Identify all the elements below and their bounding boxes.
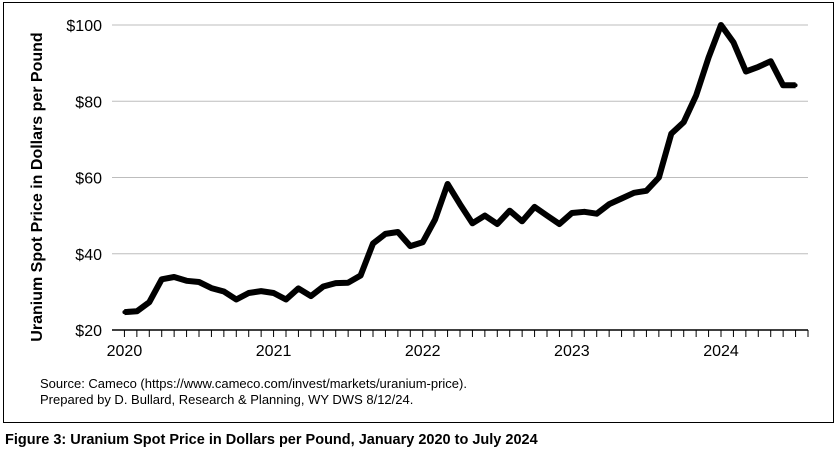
data-point [346, 280, 351, 285]
data-point [743, 69, 748, 74]
data-point [507, 208, 512, 213]
data-point [569, 210, 574, 215]
x-tick-label: 2024 [703, 343, 739, 360]
data-point [209, 286, 214, 291]
data-point [520, 219, 525, 224]
data-point [694, 93, 699, 98]
data-point [768, 59, 773, 64]
data-point [470, 221, 475, 226]
data-point [246, 291, 251, 296]
series-layer [122, 22, 798, 316]
data-point [197, 279, 201, 284]
source-line-1: Source: Cameco (https://www.cameco.com/i… [40, 376, 467, 391]
data-point [259, 289, 264, 294]
data-point [545, 213, 549, 218]
data-point [147, 300, 152, 305]
data-point [793, 83, 798, 88]
data-point [184, 278, 189, 283]
data-point [383, 231, 388, 236]
y-tick-label: $60 [75, 171, 102, 188]
data-point [308, 294, 313, 299]
series-line [124, 22, 796, 316]
chart-frame [3, 2, 834, 423]
data-point [159, 277, 164, 282]
x-tick-label: 2021 [256, 343, 292, 360]
data-point [532, 204, 537, 209]
x-tick-label: 2023 [554, 343, 590, 360]
data-point [445, 181, 450, 186]
data-point [122, 310, 127, 315]
data-point [458, 202, 462, 207]
data-point [333, 281, 338, 286]
data-point [408, 244, 413, 249]
data-point [172, 275, 177, 280]
data-point [731, 40, 736, 45]
y-tick-label: $100 [66, 18, 102, 35]
data-point [234, 297, 239, 302]
data-point [420, 240, 425, 245]
data-point [719, 23, 723, 27]
data-point [296, 286, 301, 291]
y-tick-label: $40 [75, 247, 102, 264]
y-tick-label: $80 [75, 94, 102, 111]
figure-caption: Figure 3: Uranium Spot Price in Dollars … [5, 432, 538, 448]
data-point [781, 83, 786, 88]
data-point [371, 241, 375, 246]
data-point [321, 284, 326, 289]
chart-svg: $20 $40 $60 $80 $100 2020 2021 2022 2023 2024 Ura… [29, 18, 809, 360]
data-point [632, 190, 636, 195]
data-point [582, 209, 587, 214]
data-point [681, 120, 686, 125]
data-point [644, 188, 649, 193]
data-point [433, 217, 438, 222]
source-line-2: Prepared by D. Bullard, Research & Plann… [40, 392, 414, 407]
data-point [669, 131, 674, 136]
y-axis-label: Uranium Spot Price in Dollars per Pound [29, 32, 46, 341]
data-point [756, 64, 761, 69]
data-point [358, 273, 363, 278]
data-point [656, 175, 661, 180]
grid-layer [112, 24, 808, 255]
axis-layer: $20 $40 $60 $80 $100 2020 2021 2022 2023 2024 [66, 18, 809, 360]
x-tick-label: 2022 [405, 343, 441, 360]
data-point [706, 55, 711, 60]
y-tick-label: $20 [75, 323, 102, 340]
data-point [395, 230, 400, 235]
data-point [619, 196, 624, 201]
data-point [284, 297, 288, 302]
data-point [134, 309, 139, 314]
data-point [271, 291, 276, 296]
data-point [607, 202, 612, 207]
data-point [221, 289, 226, 294]
x-tick-label: 2020 [107, 343, 143, 360]
data-point [594, 211, 599, 216]
data-point [482, 213, 487, 218]
data-point [495, 222, 500, 227]
data-point [557, 222, 562, 227]
